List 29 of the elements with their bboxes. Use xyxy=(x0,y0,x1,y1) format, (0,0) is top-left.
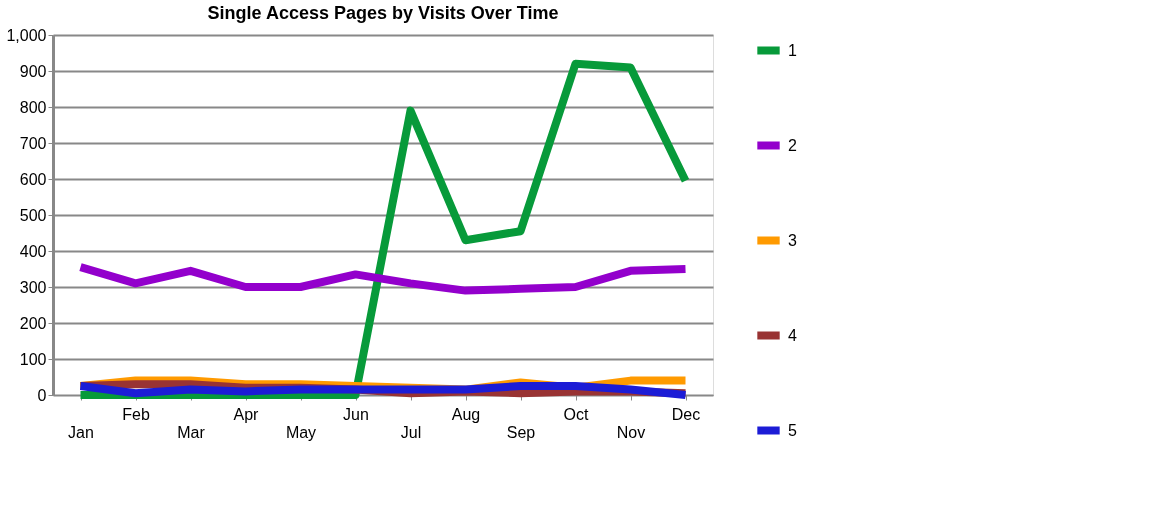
legend-label: 1 xyxy=(788,41,797,59)
y-tick-label: 0 xyxy=(37,386,47,404)
x-tick-label: Apr xyxy=(233,405,260,423)
x-tick-label: Oct xyxy=(563,405,589,423)
x-tick-label: May xyxy=(285,423,317,441)
x-tick-label: Jun xyxy=(343,405,369,423)
y-tick-label: 200 xyxy=(19,314,47,332)
y-tick-label: 1,000 xyxy=(6,26,47,44)
y-tick-label: 100 xyxy=(19,350,47,368)
legend-label: 2 xyxy=(788,136,797,154)
chart-title: Single Access Pages by Visits Over Time xyxy=(207,3,559,23)
y-tick-label: 800 xyxy=(19,98,47,116)
x-tick-label: Sep xyxy=(506,423,536,441)
x-tick-label: Feb xyxy=(122,405,150,423)
y-tick-label: 600 xyxy=(19,170,47,188)
y-tick-label: 700 xyxy=(19,134,47,152)
legend-label: 5 xyxy=(788,421,797,439)
legend-label: 3 xyxy=(788,231,797,249)
y-tick-label: 300 xyxy=(19,278,47,296)
x-tick-label: Jan xyxy=(68,423,94,441)
x-tick-label: Jul xyxy=(400,423,422,441)
x-tick-label: Dec xyxy=(671,405,701,423)
y-tick-label: 500 xyxy=(19,206,47,224)
legend-label: 4 xyxy=(788,326,797,344)
x-tick-label: Aug xyxy=(451,405,481,423)
y-tick-label: 900 xyxy=(19,62,47,80)
y-tick-label: 400 xyxy=(19,242,47,260)
x-tick-label: Nov xyxy=(616,423,646,441)
x-tick-label: Mar xyxy=(177,423,206,441)
